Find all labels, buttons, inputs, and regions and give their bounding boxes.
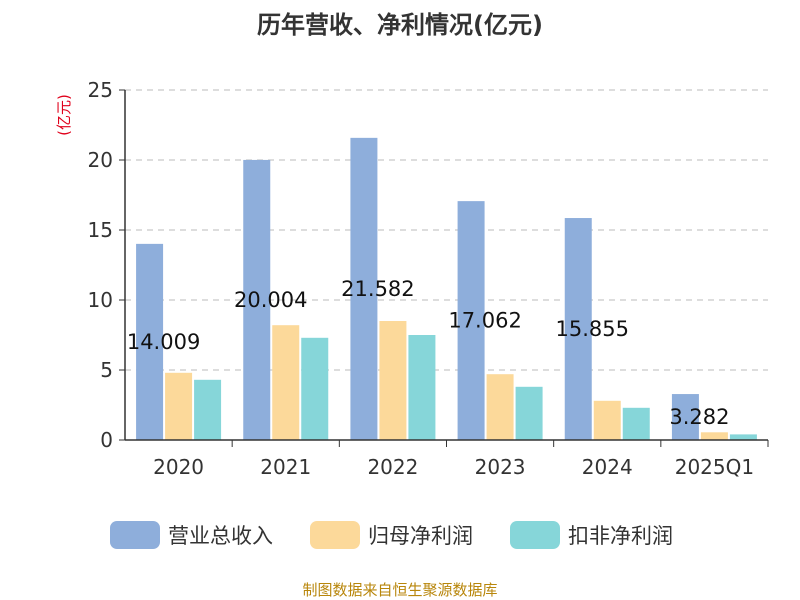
x-tick-label: 2023 — [475, 455, 526, 479]
bar — [136, 243, 164, 440]
bar — [408, 335, 436, 440]
chart-title: 历年营收、净利情况(亿元) — [257, 11, 543, 39]
data-labels: 14.009 20.004 21.582 17.062 15.855 3.282 — [127, 277, 730, 429]
y-tick-label: 25 — [88, 78, 113, 102]
bar — [379, 321, 407, 440]
data-label: 17.062 — [448, 309, 521, 333]
y-tick-label: 10 — [88, 288, 113, 312]
y-tick-label: 20 — [88, 148, 113, 172]
bar — [593, 400, 621, 440]
y-axis-ticks: 0 5 10 15 20 25 — [88, 78, 113, 452]
grid-lines — [125, 89, 768, 371]
legend-label: 归母净利润 — [368, 524, 473, 548]
bar — [165, 372, 193, 440]
x-tick-label: 2024 — [582, 455, 633, 479]
x-tick-label: 2021 — [260, 455, 311, 479]
x-axis-ticks: 2020 2021 2022 2023 2024 2025Q1 — [153, 455, 754, 479]
bar — [243, 159, 271, 440]
y-tick-label: 15 — [88, 218, 113, 242]
y-axis-unit: (亿元) — [55, 94, 73, 136]
legend: 营业总收入 归母净利润 扣非净利润 — [110, 521, 673, 549]
bar — [486, 374, 514, 440]
y-tick-label: 0 — [100, 428, 113, 452]
y-tick-label: 5 — [100, 358, 113, 382]
data-label: 21.582 — [341, 277, 414, 301]
bars — [136, 137, 757, 441]
legend-swatch — [310, 521, 360, 549]
legend-label: 扣非净利润 — [568, 524, 673, 548]
bar — [194, 379, 222, 440]
source-note: 制图数据来自恒生聚源数据库 — [302, 581, 497, 599]
bar — [729, 434, 757, 440]
bar — [350, 137, 378, 441]
bar — [622, 407, 650, 440]
bar — [301, 337, 329, 440]
axes — [119, 89, 769, 447]
legend-swatch — [110, 521, 160, 549]
data-label: 14.009 — [127, 330, 200, 354]
legend-swatch — [510, 521, 560, 549]
x-tick-label: 2025Q1 — [675, 455, 754, 479]
bar — [272, 325, 300, 440]
bar — [671, 394, 699, 440]
x-tick-label: 2020 — [153, 455, 204, 479]
bar — [700, 432, 728, 440]
legend-label: 营业总收入 — [168, 524, 273, 548]
data-label: 20.004 — [234, 288, 307, 312]
bar — [457, 201, 485, 440]
data-label: 3.282 — [669, 405, 729, 429]
bar — [564, 218, 592, 440]
data-label: 15.855 — [556, 317, 629, 341]
x-tick-label: 2022 — [367, 455, 418, 479]
bar — [515, 386, 543, 440]
